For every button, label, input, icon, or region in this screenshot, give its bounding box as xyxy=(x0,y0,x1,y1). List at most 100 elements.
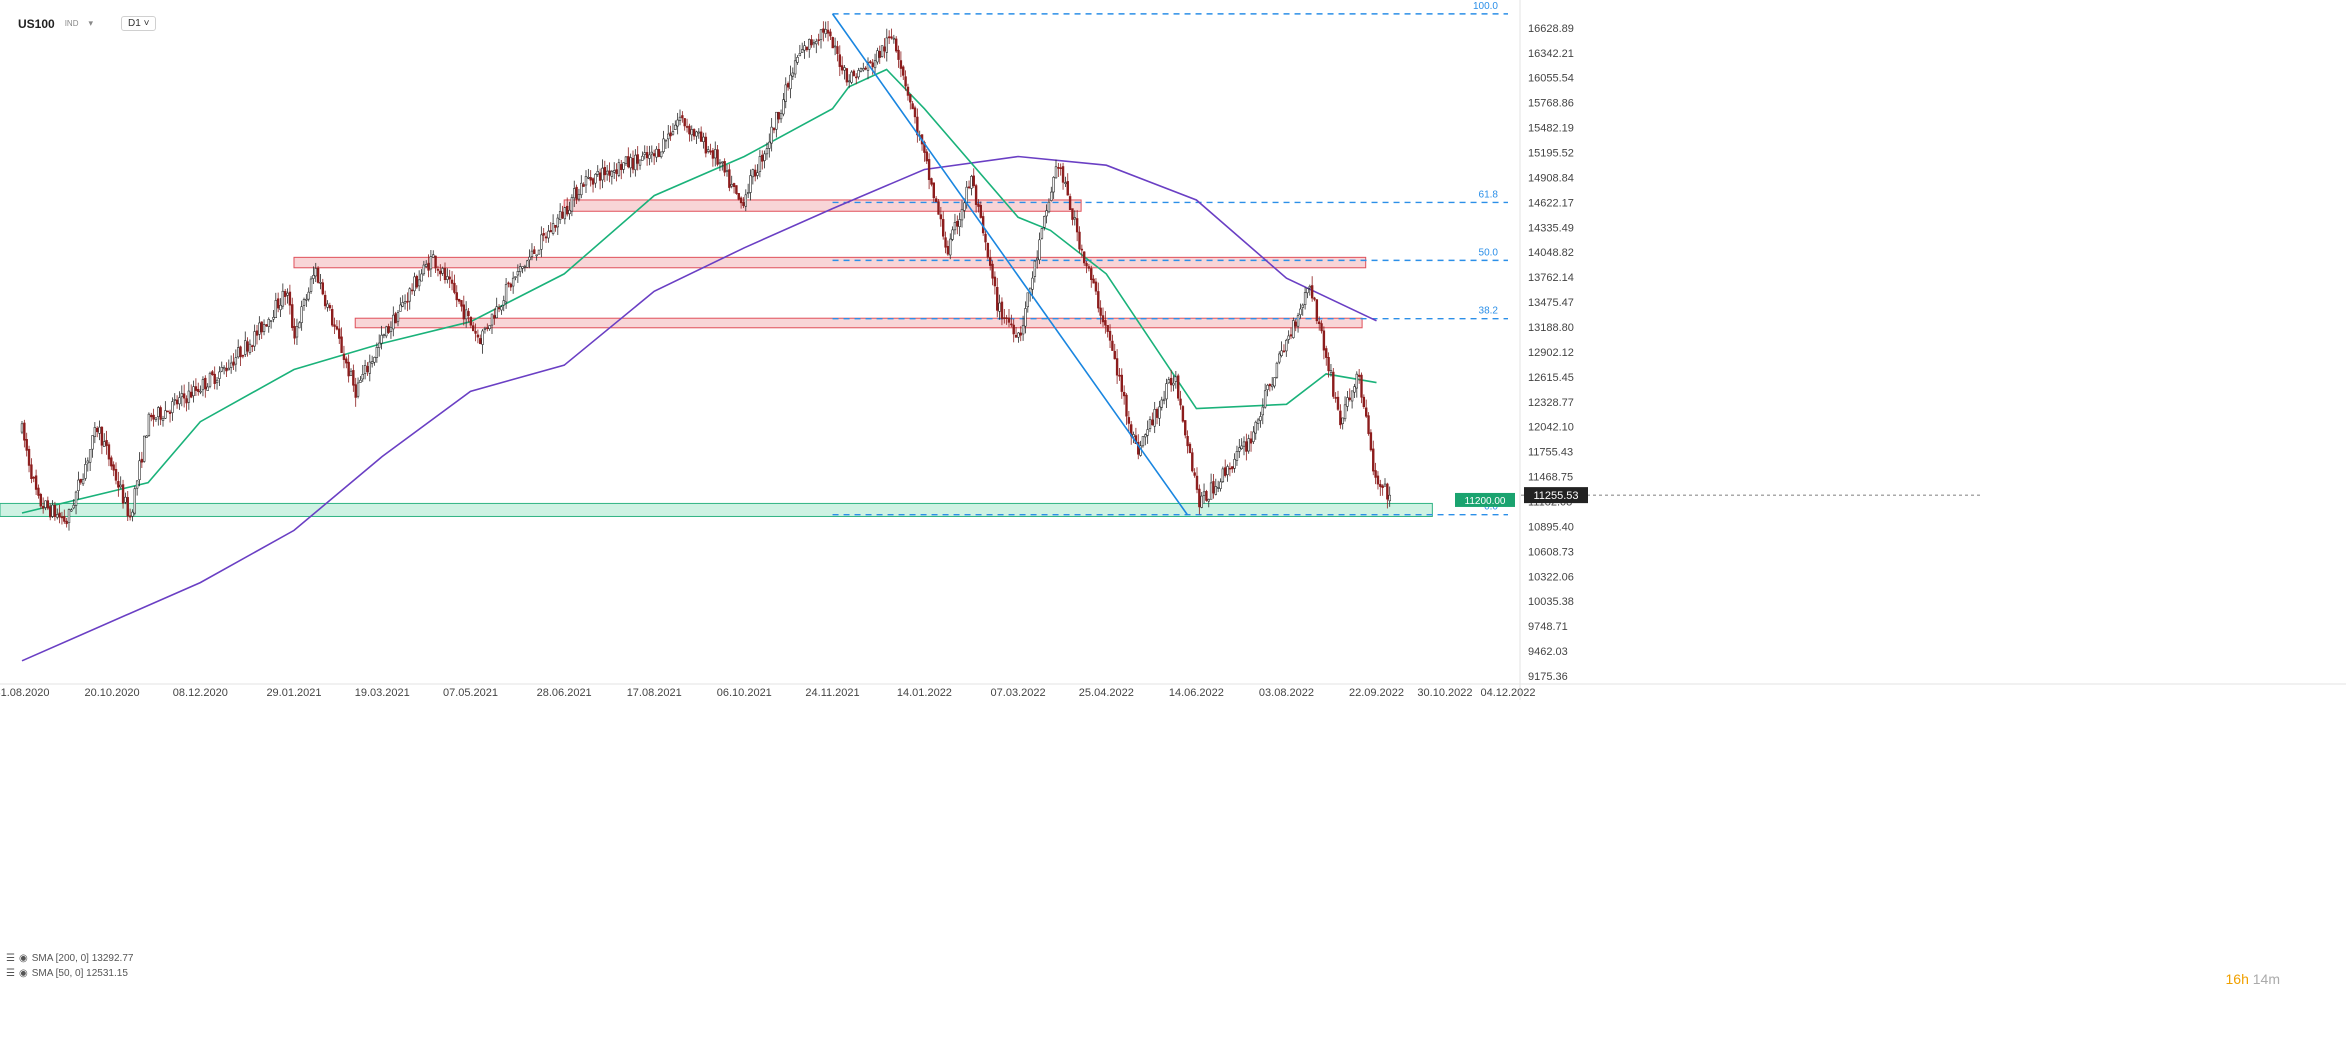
candle-body xyxy=(286,292,289,296)
candle-body xyxy=(481,330,484,345)
candle-body xyxy=(1294,321,1297,327)
candle-body xyxy=(1240,445,1243,450)
candle-body xyxy=(187,390,191,403)
candle-body xyxy=(258,322,261,335)
fib-level-label: 100.0 xyxy=(1473,1,1498,12)
candle-body xyxy=(112,464,115,471)
candle-body xyxy=(765,148,769,155)
candle-body xyxy=(316,267,320,283)
candle-body xyxy=(956,221,959,227)
candle-body xyxy=(1247,438,1250,452)
candle-body xyxy=(991,263,994,279)
candle-body xyxy=(206,386,209,391)
candle-body xyxy=(1132,434,1135,438)
candle-body xyxy=(171,401,174,413)
candle-body xyxy=(563,207,567,220)
candle-body xyxy=(79,478,82,483)
candle-body xyxy=(1059,167,1062,169)
candle-body xyxy=(368,361,371,374)
candle-body xyxy=(81,478,85,485)
candle-body xyxy=(1273,377,1276,387)
candle-body xyxy=(793,60,797,75)
candle-body xyxy=(805,46,809,51)
candle-body xyxy=(1085,263,1088,267)
y-tick-label: 13475.47 xyxy=(1528,297,1574,309)
candle-body xyxy=(30,464,33,480)
indicator-legend: ☰ ◉ SMA [200, 0] 13292.77 ☰ ◉ SMA [50, 0] … xyxy=(6,951,133,981)
candle-body xyxy=(1350,390,1354,402)
candle-body xyxy=(460,300,463,307)
candle-body xyxy=(871,62,874,68)
candle-body xyxy=(74,491,78,506)
candle-body xyxy=(880,45,884,57)
candle-body xyxy=(692,129,696,137)
y-tick-label: 14908.84 xyxy=(1528,172,1574,184)
candle-body xyxy=(803,45,806,51)
x-tick-label: 22.09.2022 xyxy=(1349,687,1404,699)
y-tick-label: 16342.21 xyxy=(1528,48,1574,60)
candle-body xyxy=(648,154,651,159)
candle-body xyxy=(1007,317,1011,323)
candle-body xyxy=(958,219,961,228)
candle-body xyxy=(998,302,1001,312)
candle-body xyxy=(295,325,299,338)
candle-body xyxy=(1303,292,1307,305)
candle-body xyxy=(323,294,327,307)
candle-body xyxy=(737,193,740,200)
candle-body xyxy=(1231,466,1234,470)
candle-body xyxy=(838,54,842,67)
candle-body xyxy=(1101,315,1105,323)
candle-body xyxy=(815,41,818,45)
candle-body xyxy=(194,386,198,391)
candle-body xyxy=(777,111,780,120)
candle-body xyxy=(246,341,249,352)
x-tick-label: 30.10.2022 xyxy=(1417,687,1472,699)
candle-body xyxy=(812,42,816,45)
candle-body xyxy=(1111,340,1114,351)
candle-body xyxy=(1054,166,1058,179)
candle-body xyxy=(1336,396,1340,410)
legend-sma50-label: SMA [50, 0] 12531.15 xyxy=(31,968,128,979)
candle-body xyxy=(544,236,548,239)
candle-body xyxy=(836,46,839,54)
chevron-down-icon[interactable]: ▾ xyxy=(88,18,94,28)
candle-body xyxy=(1365,407,1368,417)
candle-body xyxy=(643,152,646,155)
resistance-zone xyxy=(293,256,1367,269)
candle-body xyxy=(542,232,545,236)
candle-body xyxy=(1061,166,1065,183)
candle-body xyxy=(335,326,339,330)
candle-body xyxy=(135,480,139,489)
candle-body xyxy=(276,298,280,309)
candle-body xyxy=(704,136,708,154)
candle-body xyxy=(302,299,306,306)
candle-body xyxy=(1144,434,1147,438)
candle-body xyxy=(432,254,435,258)
candle-body xyxy=(63,516,66,522)
candle-body xyxy=(241,355,245,357)
symbol-label[interactable]: US100 xyxy=(18,16,55,31)
candle-body xyxy=(761,154,764,162)
candle-body xyxy=(1052,177,1055,193)
candle-body xyxy=(20,423,24,433)
candle-body xyxy=(1186,435,1189,447)
candle-body xyxy=(180,393,183,398)
candle-body xyxy=(1200,495,1203,508)
candle-body xyxy=(798,53,802,57)
candle-body xyxy=(751,169,755,178)
timeframe-value: D1 xyxy=(128,18,141,29)
legend-row-sma200[interactable]: ☰ ◉ SMA [200, 0] 13292.77 xyxy=(6,951,133,966)
candle-body xyxy=(340,336,343,353)
candle-body xyxy=(213,373,216,384)
candle-body xyxy=(1177,375,1180,399)
candle-body xyxy=(772,127,776,131)
axes-layer: 16628.89 16342.21 16055.54 15768.86 15482.19… xyxy=(0,0,2346,700)
candle-body xyxy=(897,49,900,60)
candle-body xyxy=(974,185,978,205)
candle-body xyxy=(305,298,308,301)
candle-body xyxy=(253,331,256,347)
legend-row-sma50[interactable]: ☰ ◉ SMA [50, 0] 12531.15 xyxy=(6,966,133,981)
timeframe-select[interactable]: D1 ˅ xyxy=(121,16,157,31)
candle-body xyxy=(1381,485,1384,488)
